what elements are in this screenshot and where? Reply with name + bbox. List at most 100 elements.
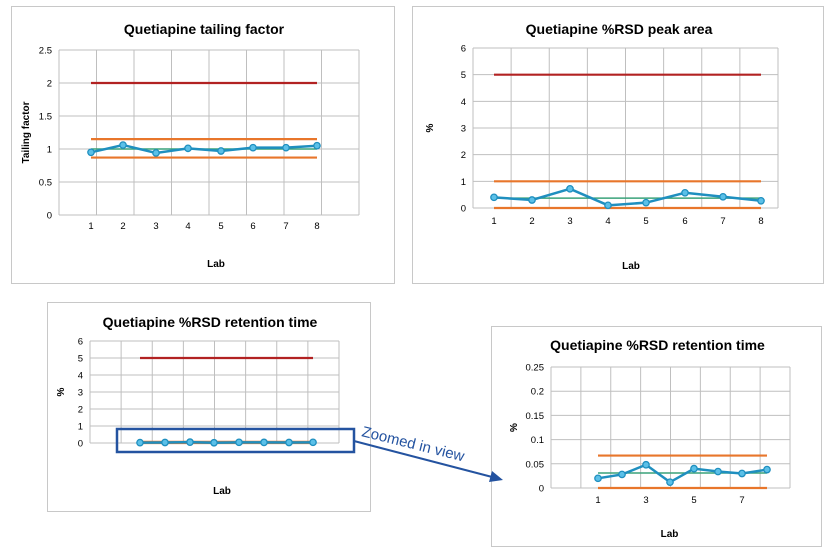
data-point [714,467,722,476]
x-tick-label: 8 [758,216,763,227]
data-point [763,465,771,474]
data-point [87,148,95,157]
y-axis-label: % [509,423,520,432]
y-tick-label: 0.25 [526,363,545,374]
y-tick-label: 1 [47,145,52,156]
x-tick-label: 3 [643,495,648,506]
x-tick-label: 5 [691,495,696,506]
data-point [152,149,160,157]
chart-svg: Quetiapine %RSD retention time 0 1 2 3 4 5 6 Lab… [56,314,340,497]
y-tick-label: 1 [78,422,83,433]
data-point [217,147,225,155]
x-axis-label: Lab [213,486,231,497]
chart-tailing-factor: Quetiapine tailing factor 0 0.5 1 1.5 2 2.5 1 2 3… [11,6,395,284]
x-tick-label: 5 [643,216,648,227]
chart-title: Quetiapine %RSD retention time [103,314,318,330]
y-tick-label: 0.05 [526,459,545,470]
x-tick-label: 2 [529,216,534,227]
data-point [566,184,574,193]
data-point [594,474,602,483]
data-point [282,143,290,152]
y-tick-label: 3 [461,124,466,135]
y-axis-label: % [56,387,67,396]
chart-svg: Quetiapine tailing factor 0 0.5 1 1.5 2 2.5 1 2 3… [21,21,360,270]
data-series-line [90,143,318,155]
data-series-line [597,463,768,484]
x-tick-label: 4 [185,221,190,232]
data-point [642,460,650,469]
x-tick-label: 7 [720,216,725,227]
chart-title: Quetiapine tailing factor [124,21,285,37]
y-tick-label: 0 [539,484,544,495]
data-point [738,469,746,478]
y-tick-label: 0 [47,211,52,222]
data-point [186,438,194,446]
data-point [719,192,727,201]
y-tick-label: 1 [461,177,466,188]
x-tick-label: 6 [682,216,687,227]
data-series-line [493,187,762,207]
y-tick-label: 0 [461,204,466,215]
zoom-arrow-line [353,440,497,479]
data-point [490,193,498,202]
data-point [210,438,218,447]
y-tick-label: 0.1 [531,435,544,446]
y-tick-label: 3 [78,388,83,399]
y-tick-label: 6 [78,337,83,348]
data-point [681,188,689,197]
data-point [666,478,674,487]
data-point [285,438,293,447]
data-point [528,196,536,204]
chart-rsd-retention-time-zoomed: Quetiapine %RSD retention time 0 0.05 0.1 0.… [491,326,822,547]
y-tick-label: 2 [461,150,466,161]
y-tick-label: 0.15 [526,411,545,422]
chart-svg: Quetiapine %RSD peak area 0 1 2 3 4 5 6 1 2 3 4 5 6 7 8… [425,21,779,272]
data-point [119,141,127,149]
data-point [235,438,243,447]
x-tick-label: 6 [250,221,255,232]
y-axis-label: Tailing factor [21,101,32,163]
y-tick-label: 2 [78,405,83,416]
data-point [618,470,626,479]
data-point [690,464,698,473]
x-tick-label: 7 [739,495,744,506]
y-tick-label: 0.5 [39,178,52,189]
y-tick-label: 4 [461,97,466,108]
x-tick-label: 3 [153,221,158,232]
data-point [249,143,257,152]
x-axis-label: Lab [622,261,640,272]
data-point [184,144,192,153]
x-axis-label: Lab [661,529,679,540]
x-tick-label: 7 [283,221,288,232]
x-tick-label: 1 [491,216,496,227]
chart-rsd-peak-area: Quetiapine %RSD peak area 0 1 2 3 4 5 6 1 2 3 4 5 6 7 8… [412,6,824,284]
data-point [136,438,144,447]
x-tick-label: 1 [595,495,600,506]
y-tick-label: 5 [78,354,83,365]
x-tick-label: 8 [314,221,319,232]
data-point [161,438,169,447]
y-tick-label: 2.5 [39,46,52,57]
y-tick-label: 4 [78,371,83,382]
y-tick-label: 6 [461,44,466,55]
data-point [309,438,317,447]
data-point [642,198,650,207]
y-axis-label: % [425,123,436,132]
y-tick-label: 0.2 [531,387,544,398]
data-point [604,201,612,210]
y-tick-label: 5 [461,70,466,81]
data-point [757,196,765,205]
chart-title: Quetiapine %RSD retention time [550,337,765,353]
chart-rsd-retention-time: Quetiapine %RSD retention time 0 1 2 3 4 5 6 Lab… [47,302,371,512]
x-tick-label: 3 [567,216,572,227]
data-point [313,141,321,150]
y-tick-label: 0 [78,439,83,450]
x-axis-label: Lab [207,259,225,270]
chart-title: Quetiapine %RSD peak area [526,21,713,37]
data-point [260,438,268,447]
x-tick-label: 2 [120,221,125,232]
zoom-annotation-label: Zoomed in view [360,423,466,465]
x-tick-label: 5 [218,221,223,232]
x-tick-label: 1 [88,221,93,232]
y-tick-label: 2 [47,79,52,90]
